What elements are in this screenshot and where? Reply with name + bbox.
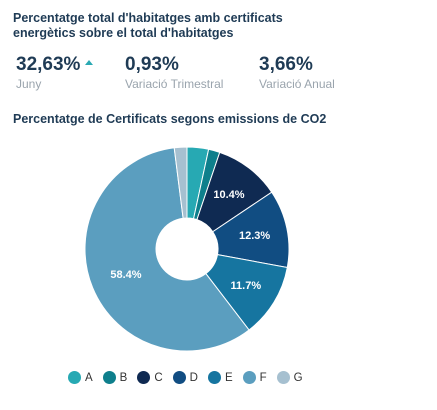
chart-legend: A B C D E F G (68, 371, 313, 384)
data-label-f: 58.4% (110, 269, 141, 281)
pie-slice-g[interactable] (173, 146, 188, 219)
kpi-current-value: 32,63% (16, 54, 81, 75)
legend-item-c[interactable]: C (137, 371, 163, 384)
legend-swatch-b (102, 371, 116, 384)
kpi-current-label: Juny (16, 77, 42, 91)
legend-label-f: F (259, 371, 267, 384)
pie-slice-f[interactable] (84, 147, 250, 352)
legend-item-e[interactable]: E (207, 371, 233, 384)
data-label-e: 11.7% (231, 280, 262, 292)
legend-item-b[interactable]: B (102, 371, 128, 384)
kpi-current: 32,63% Juny (16, 54, 94, 91)
kpi-quarterly: 0,93% Variació Trimestral (125, 54, 223, 91)
legend-item-g[interactable]: G (276, 371, 303, 384)
chart-title: Percentatge total d'habitatges amb certi… (13, 11, 283, 40)
legend-label-c: C (154, 371, 163, 384)
legend-label-a: A (85, 371, 93, 384)
legend-item-a[interactable]: A (68, 371, 93, 384)
legend-label-e: E (224, 371, 233, 384)
legend-swatch-a (68, 371, 81, 384)
legend-swatch-g (276, 371, 290, 384)
legend-item-d[interactable]: D (172, 371, 198, 384)
kpi-annual: 3,66% Variació Anual (259, 54, 335, 91)
data-label-c: 10.4% (213, 189, 244, 201)
pie-chart-title: Percentatge de Certificats segons emissi… (13, 112, 327, 126)
legend-swatch-d (172, 371, 186, 384)
data-label-d: 12.3% (239, 230, 270, 242)
legend-swatch-e (207, 371, 221, 384)
kpi-annual-label: Variació Anual (259, 77, 335, 91)
kpi-annual-value: 3,66% (259, 54, 313, 75)
legend-label-b: B (119, 371, 128, 384)
up-arrow-icon (85, 59, 94, 65)
legend-label-d: D (189, 371, 198, 384)
legend-swatch-c (137, 371, 151, 384)
donut-chart: 10.4% 12.3% 11.7% 58.4% (84, 146, 290, 352)
legend-label-g: G (293, 371, 303, 384)
legend-swatch-f (242, 371, 256, 384)
legend-item-f[interactable]: F (242, 371, 267, 384)
kpi-quarterly-value: 0,93% (125, 54, 179, 75)
kpi-quarterly-label: Variació Trimestral (125, 77, 224, 91)
